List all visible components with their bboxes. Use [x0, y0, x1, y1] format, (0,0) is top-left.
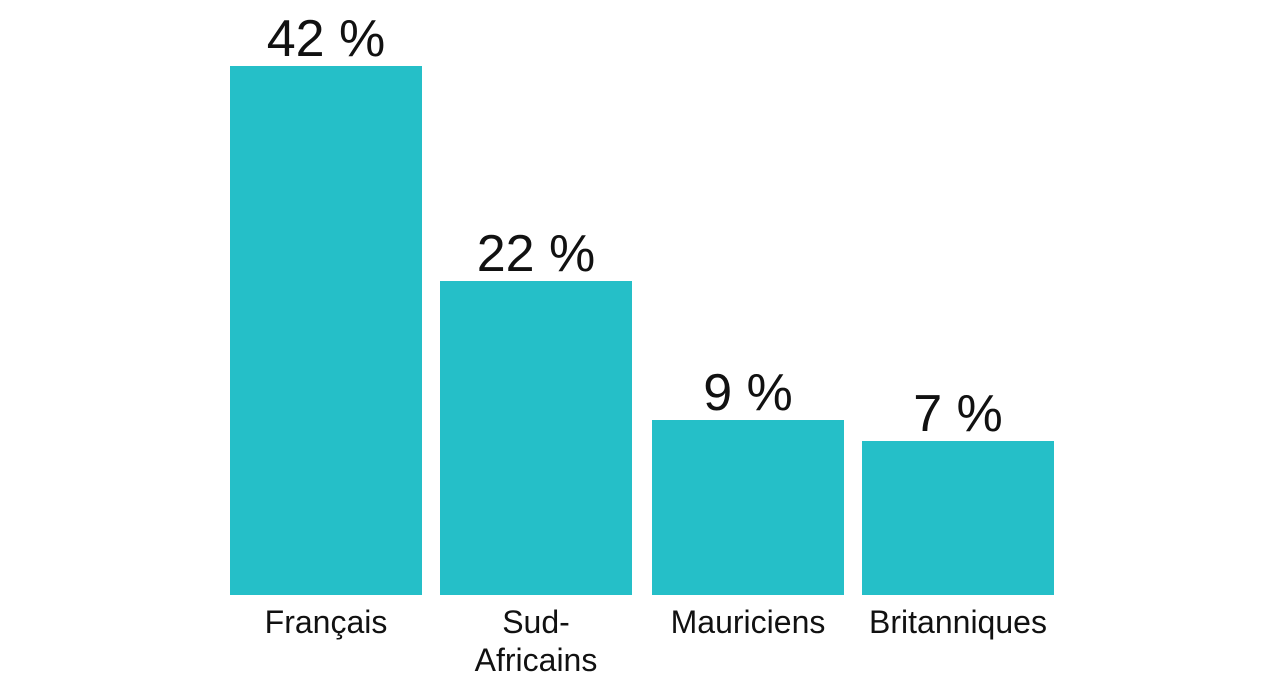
bar-value-label: 9 %: [703, 364, 793, 422]
bar-value-label: 22 %: [476, 225, 596, 283]
bar-category-label: Britanniques: [869, 604, 1047, 640]
bar-britanniques: [862, 441, 1054, 595]
bar-mauriciens: [652, 420, 844, 595]
bar-sud-africains: [440, 281, 632, 595]
bar-value-label: 7 %: [913, 385, 1003, 443]
bar-category-label: Sud-Africains: [474, 604, 598, 679]
bar-francais: [230, 66, 422, 595]
bar-value-label: 42 %: [266, 10, 386, 68]
bar-category-label: Français: [264, 604, 388, 640]
bar-category-label: Mauriciens: [670, 604, 826, 640]
